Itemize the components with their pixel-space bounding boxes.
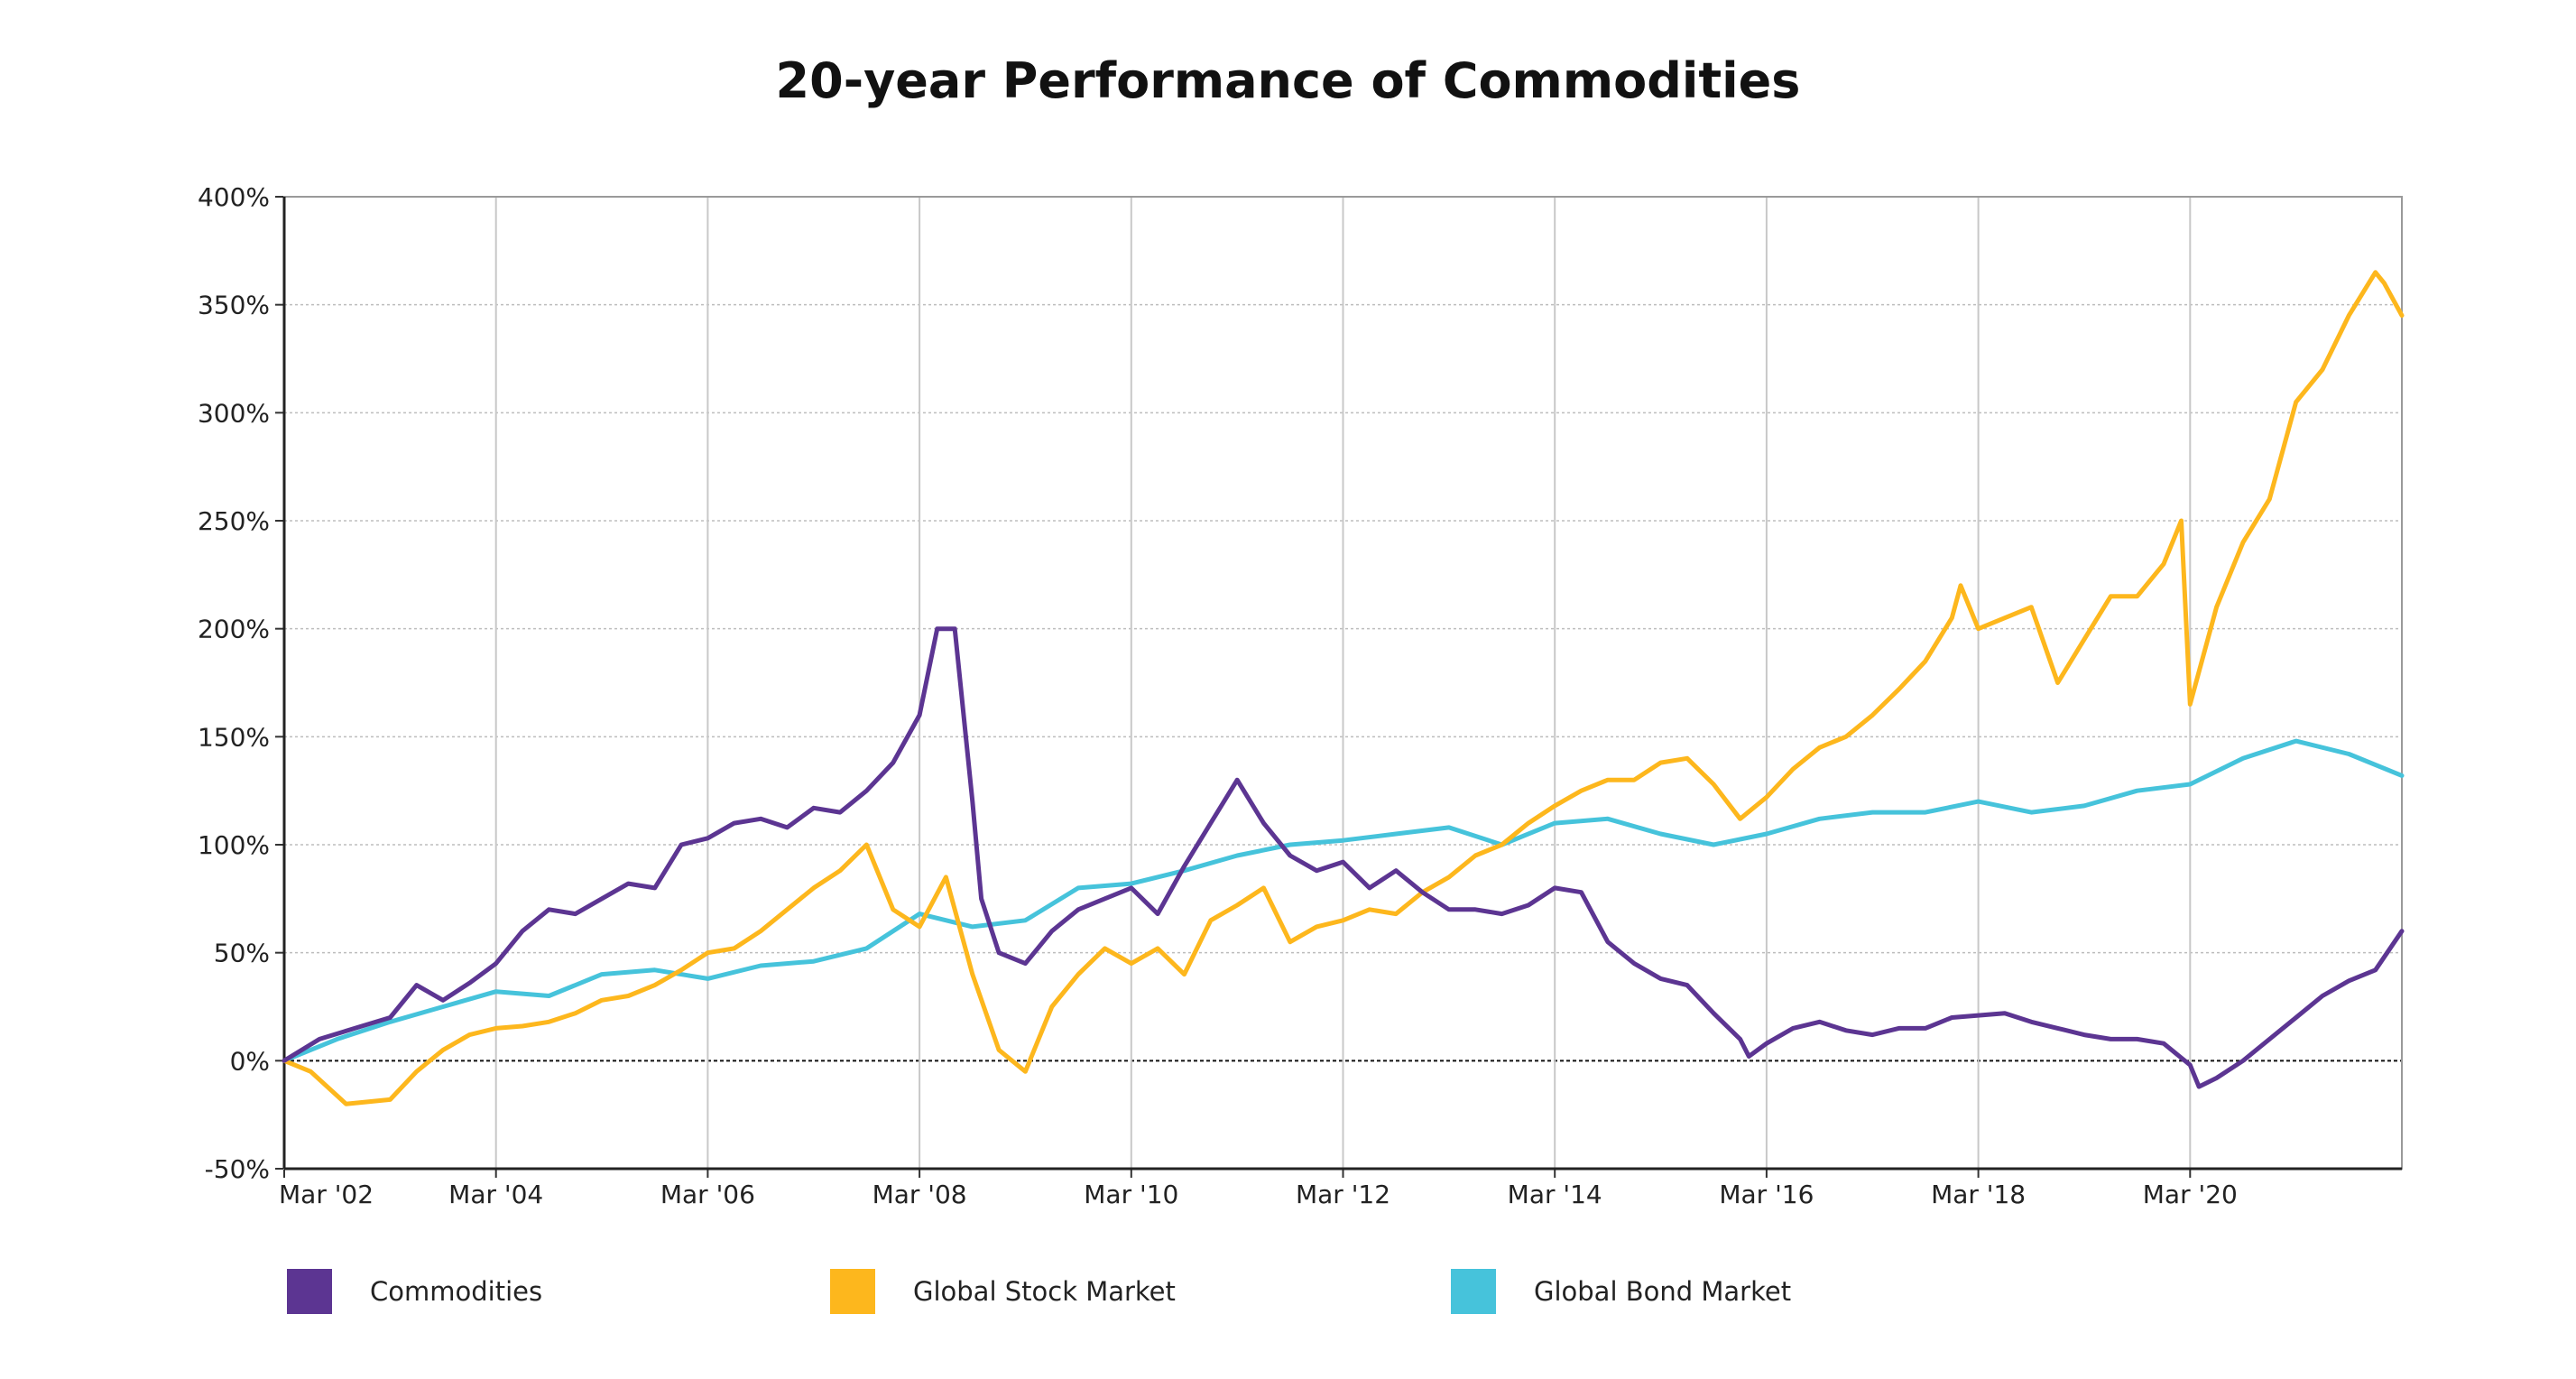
legend-item-global-stock-market: Global Stock Market [830,1268,1176,1315]
legend-swatch-global-stock-market [830,1269,875,1314]
series-line-global-bond-market [282,738,2405,1063]
axes [275,196,2403,1178]
y-tick-label: 100% [198,830,270,860]
x-tick-label: Mar '20 [2143,1180,2238,1209]
series-line-commodities [282,626,2405,1089]
legend-label-global-bond-market: Global Bond Market [1534,1276,1792,1307]
y-tick-label: 300% [198,398,270,428]
y-tick-label: -50% [205,1154,270,1184]
y-tick-label: 50% [214,939,270,968]
x-tick-label: Mar '08 [873,1180,967,1209]
grid-lines [284,196,2402,1170]
y-tick-label: 200% [198,615,270,644]
legend-label-global-stock-market: Global Stock Market [913,1276,1176,1307]
x-tick-label: Mar '04 [448,1180,543,1209]
y-tick-label: 0% [230,1046,270,1076]
x-tick-label: Mar '12 [1296,1180,1390,1209]
y-tick-label: 150% [198,722,270,752]
x-tick-label: Mar '02 [279,1180,374,1209]
legend-swatch-commodities [287,1269,332,1314]
series-line-global-stock-market [282,270,2405,1106]
y-tick-label: 350% [198,291,270,320]
x-tick-label: Mar '18 [1931,1180,2026,1209]
legend: Commodities Global Stock Market Global B… [0,1268,2576,1322]
tick-labels: -50% 0% 50% 100% 150% 200% 250% 300% 350% 400% Mar… [198,182,2238,1209]
legend-label-commodities: Commodities [370,1276,543,1307]
chart-title: 20-year Performance of Commodities [775,52,1801,109]
x-tick-label: Mar '16 [1719,1180,1814,1209]
y-tick-label: 400% [198,182,270,212]
x-tick-label: Mar '10 [1084,1180,1178,1209]
legend-item-commodities: Commodities [287,1268,542,1315]
legend-item-global-bond-market: Global Bond Market [1451,1268,1791,1315]
x-tick-label: Mar '06 [660,1180,755,1209]
series-lines [282,270,2405,1106]
legend-swatch-global-bond-market [1451,1269,1496,1314]
x-tick-label: Mar '14 [1508,1180,1602,1209]
y-tick-label: 250% [198,506,270,536]
